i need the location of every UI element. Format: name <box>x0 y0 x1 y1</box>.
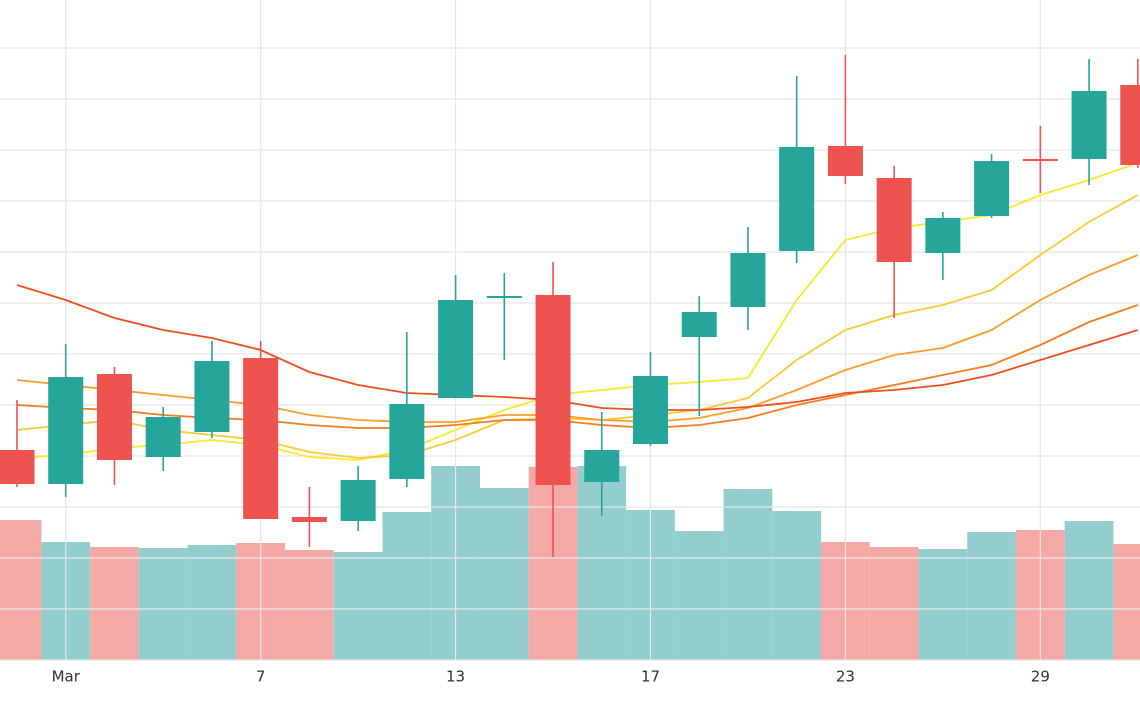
candle-body <box>438 300 474 398</box>
candle-body <box>96 374 132 460</box>
x-tick-label: 29 <box>1031 668 1050 686</box>
volume-bar <box>382 512 432 660</box>
candle-body <box>145 417 181 457</box>
x-tick-label: 13 <box>446 668 465 686</box>
candle-body <box>1071 91 1107 159</box>
volume-bar <box>90 547 139 660</box>
candle-body <box>876 178 912 262</box>
candle-body <box>1022 159 1058 161</box>
volume-bar <box>479 488 529 660</box>
candle-body <box>584 450 620 482</box>
ma-line <box>16 304 1139 429</box>
volume-bar <box>333 552 383 660</box>
volume-bar <box>723 489 773 660</box>
candle-body <box>827 146 863 176</box>
ma-line <box>16 194 1139 459</box>
volume-bar <box>187 545 237 660</box>
x-tick-label: 23 <box>836 668 855 686</box>
candle-body <box>243 358 279 519</box>
volume-bar <box>772 511 822 660</box>
x-tick-label: Mar <box>52 668 81 686</box>
volume-bar <box>138 548 188 660</box>
candle-body <box>535 295 571 485</box>
volume-bar <box>1064 521 1114 660</box>
candle-body <box>486 296 522 298</box>
candle-body <box>48 377 84 484</box>
candle-body <box>1120 85 1140 165</box>
candle-body <box>974 161 1010 216</box>
ma-line <box>16 284 1139 411</box>
candle-body <box>194 361 230 432</box>
x-tick-label: 17 <box>641 668 660 686</box>
candle-body <box>632 376 668 444</box>
volume-bar <box>1113 544 1140 660</box>
candle-body <box>340 480 376 521</box>
volume-bar <box>918 549 968 660</box>
candle-body <box>779 147 815 251</box>
volume-bar <box>869 547 919 660</box>
candle-body <box>0 450 35 484</box>
volume-bar <box>0 520 42 660</box>
candle-body <box>291 517 327 522</box>
candle-body <box>389 404 425 479</box>
candle-body <box>730 253 766 307</box>
volume-bar <box>967 532 1016 660</box>
ma-line <box>16 254 1139 423</box>
volume-bar <box>285 550 334 660</box>
x-tick-label: 7 <box>256 668 266 686</box>
candle-body <box>681 312 717 337</box>
volume-bar <box>674 531 724 660</box>
candle-body <box>925 218 961 253</box>
